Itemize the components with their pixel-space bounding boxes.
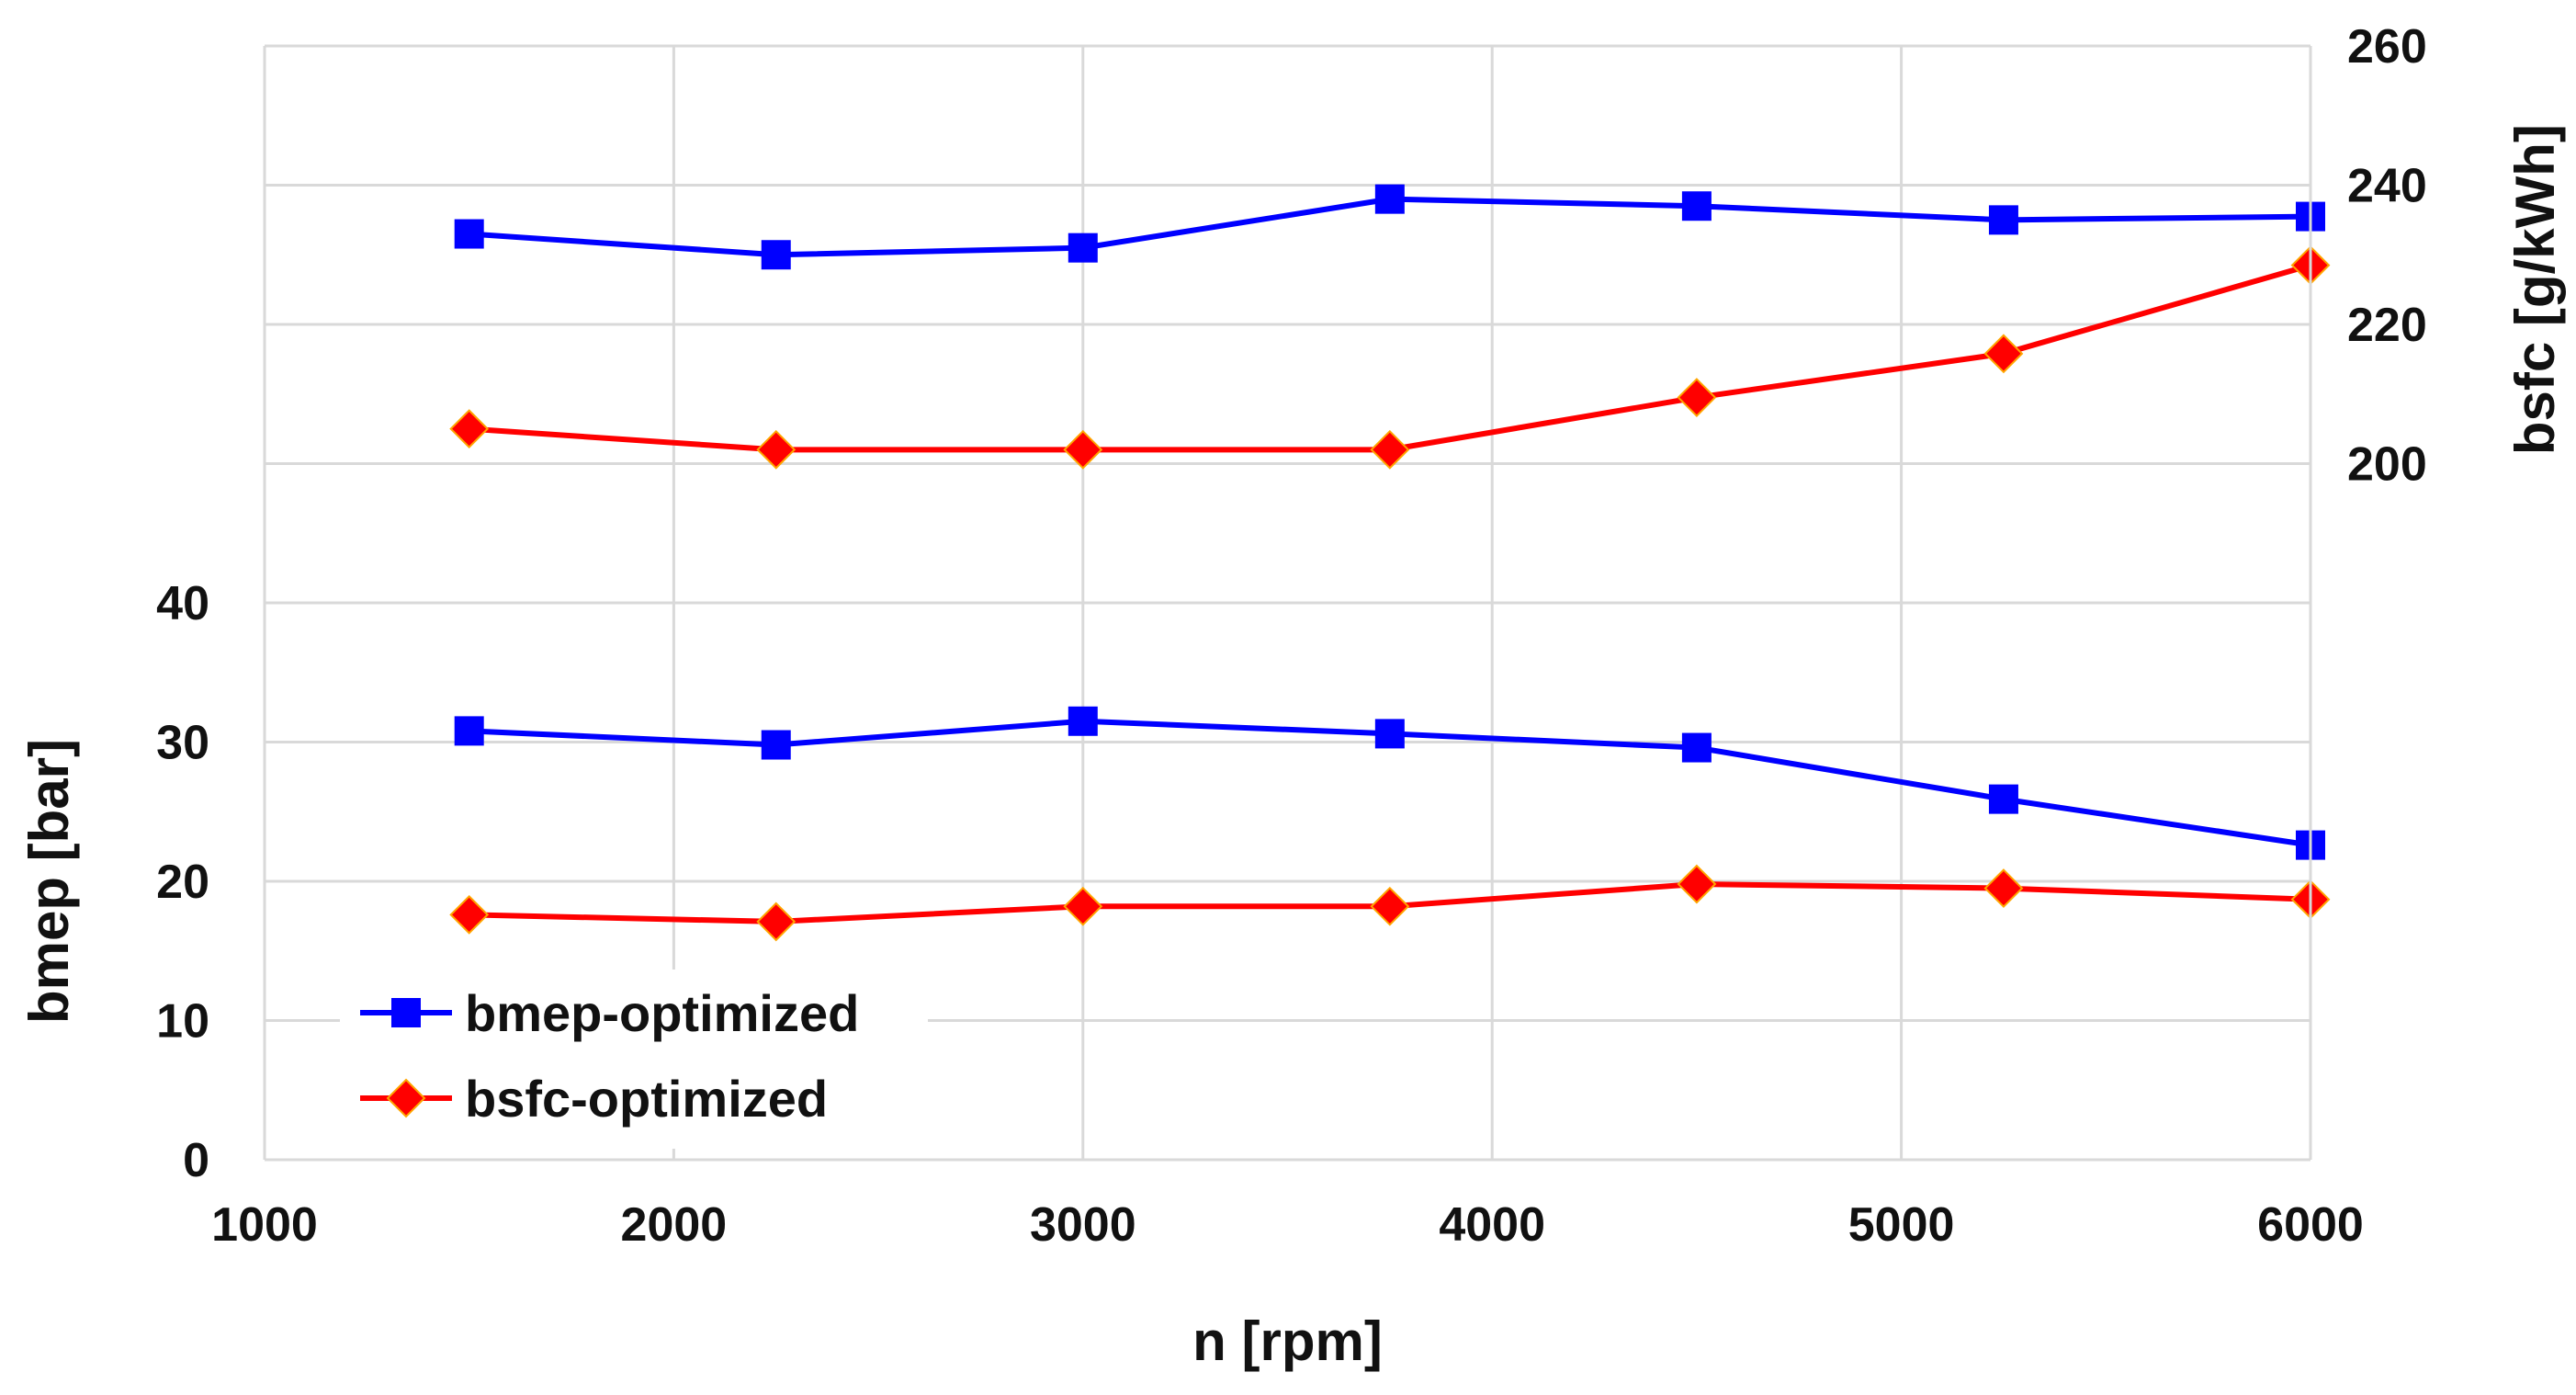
y-right-tick-label: 220	[2347, 299, 2427, 352]
data-point	[1983, 334, 2024, 374]
legend: bmep-optimized bsfc-optimized	[340, 970, 928, 1149]
legend-marker	[391, 998, 421, 1027]
data-point	[1988, 205, 2018, 235]
data-point	[1983, 868, 2024, 908]
series-bsfc-optimized-bmep	[449, 864, 2331, 942]
data-point	[1063, 429, 1103, 470]
x-tick-label: 2000	[621, 1198, 728, 1252]
data-point	[1063, 886, 1103, 926]
data-point	[756, 902, 797, 942]
data-point	[1988, 784, 2018, 814]
legend-item: bmep-optimized	[360, 984, 859, 1042]
y-left-tick-label: 30	[156, 717, 209, 770]
y-right-axis-title: bsfc [g/kWh]	[2504, 124, 2566, 455]
legend-item: bsfc-optimized	[360, 1070, 828, 1128]
data-point	[1681, 191, 1712, 221]
series-bmep-optimized-bmep	[454, 706, 2325, 860]
legend-label: bsfc-optimized	[465, 1070, 828, 1128]
series-bmep-optimized-bsfc	[454, 184, 2325, 270]
x-axis-title: n [rpm]	[1192, 1310, 1383, 1372]
legend-background	[340, 970, 928, 1149]
data-point	[1370, 886, 1410, 926]
data-point	[1677, 864, 1717, 904]
x-tick-label: 5000	[1848, 1198, 1955, 1252]
y-right-tick-label: 200	[2347, 438, 2427, 492]
legend-label: bmep-optimized	[465, 984, 859, 1042]
data-point	[756, 429, 797, 470]
data-point	[449, 894, 490, 935]
y-left-tick-label: 10	[156, 995, 209, 1049]
data-point	[1681, 732, 1712, 763]
data-point	[761, 240, 791, 270]
x-tick-label: 3000	[1030, 1198, 1136, 1252]
data-point	[1068, 232, 1098, 263]
axes: 1000 2000 3000 4000 5000 6000 0 10 20 30 40 200 220 2…	[18, 20, 2566, 1372]
data-point	[1677, 378, 1717, 417]
data-point	[1068, 706, 1098, 736]
y-right-tick-label: 240	[2347, 160, 2427, 213]
data-point	[449, 409, 490, 449]
data-point	[454, 716, 484, 746]
y-right-tick-label: 260	[2347, 20, 2427, 74]
x-tick-label: 6000	[2257, 1198, 2364, 1252]
data-point	[761, 730, 791, 760]
data-point	[1374, 719, 1405, 749]
data-point	[1374, 184, 1405, 214]
data-point	[454, 219, 484, 249]
data-point	[1370, 429, 1410, 470]
y-left-tick-label: 0	[183, 1134, 209, 1187]
y-left-tick-label: 40	[156, 577, 209, 630]
legend-box: bmep-optimized bsfc-optimized	[340, 970, 928, 1149]
legend-marker	[386, 1078, 426, 1118]
x-tick-label: 1000	[211, 1198, 318, 1252]
y-left-axis-title: bmep [bar]	[18, 739, 80, 1024]
x-tick-label: 4000	[1439, 1198, 1545, 1252]
y-left-tick-label: 20	[156, 856, 209, 909]
